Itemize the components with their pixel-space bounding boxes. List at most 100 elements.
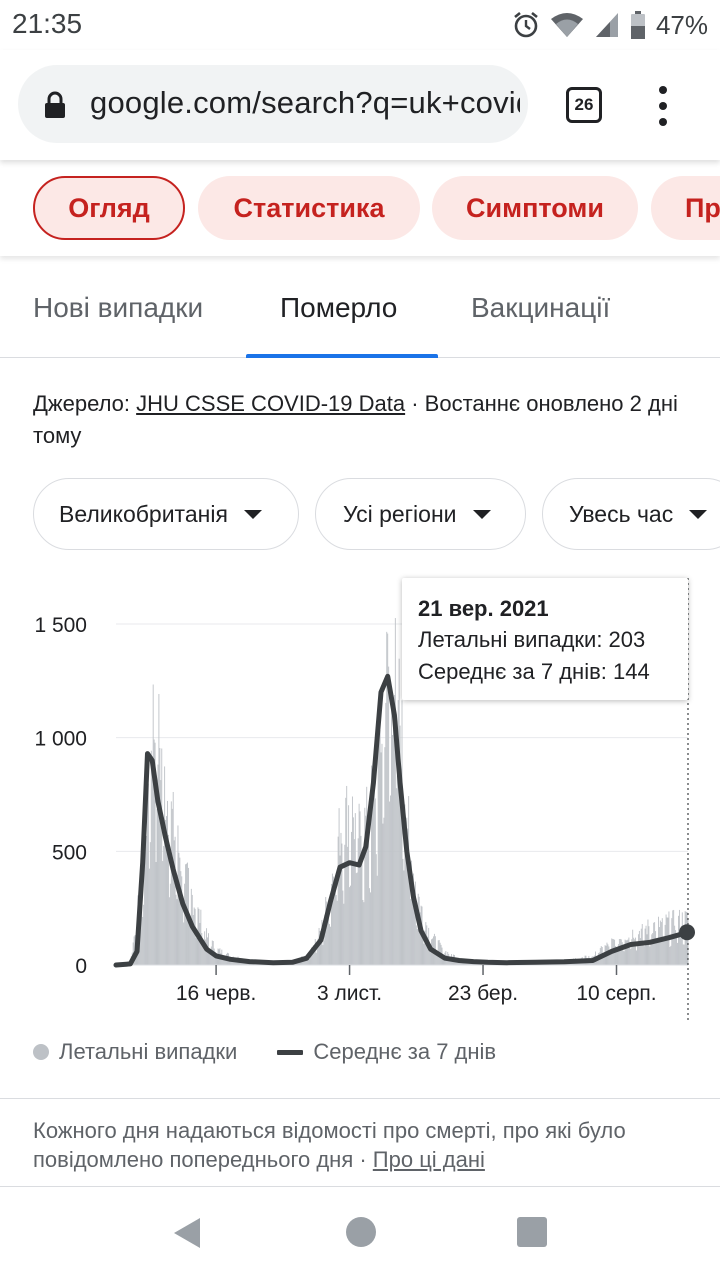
bar: [642, 941, 644, 965]
bar: [380, 752, 382, 965]
period-dropdown[interactable]: Увесь час: [542, 478, 720, 550]
bar: [210, 946, 212, 965]
bar: [630, 948, 632, 965]
bar: [349, 887, 351, 965]
chip-overview[interactable]: Огляд: [33, 176, 185, 240]
bar: [651, 934, 653, 965]
bar: [344, 844, 346, 965]
highlight-point: [679, 924, 695, 941]
bar: [364, 807, 366, 965]
url-text[interactable]: google.com/search?q=uk+covid: [90, 85, 520, 120]
url-bar[interactable]: google.com/search?q=uk+covid: [18, 65, 528, 143]
bar: [334, 880, 336, 965]
bar: [631, 939, 633, 965]
bar: [336, 900, 338, 965]
region-dropdown[interactable]: Усі регіони: [315, 478, 526, 550]
bar: [470, 962, 472, 965]
tab-new-cases[interactable]: Нові випадки: [33, 292, 204, 323]
bar: [395, 788, 397, 965]
tab-vaccinations[interactable]: Вакцинації: [471, 292, 611, 323]
bar: [376, 875, 378, 965]
bar: [628, 937, 630, 965]
tab-switcher-button[interactable]: 26: [566, 87, 602, 123]
chart-svg[interactable]: 0 500 1 000 1 500 16 черв. 3 лист. 23 бер. 10 с…: [0, 570, 720, 1030]
bar: [337, 836, 339, 965]
bar: [390, 795, 392, 965]
more-vert-icon[interactable]: [651, 86, 675, 126]
chip-symptoms[interactable]: Симптоми: [432, 176, 638, 240]
bar: [675, 930, 677, 965]
deaths-chart[interactable]: 0 500 1 000 1 500 16 черв. 3 лист. 23 бер. 10 с…: [0, 570, 720, 1030]
y-tick-label: 0: [75, 955, 87, 978]
bar: [228, 960, 230, 965]
bar: [678, 915, 679, 965]
bar: [610, 951, 612, 965]
bar: [645, 925, 647, 965]
bar: [157, 764, 159, 965]
bar: [160, 780, 162, 965]
source-link[interactable]: JHU CSSE COVID-19 Data: [136, 391, 406, 416]
bar: [215, 957, 217, 965]
bar: [340, 832, 342, 965]
country-dropdown-value: Великобританія: [59, 500, 228, 527]
bar: [618, 939, 620, 965]
y-tick-label: 1 500: [34, 614, 87, 637]
bar: [652, 933, 654, 965]
series-line-7day-average: [113, 673, 691, 968]
bar: [310, 947, 312, 965]
country-dropdown[interactable]: Великобританія: [33, 478, 299, 550]
bar: [208, 950, 210, 965]
bar: [354, 813, 356, 965]
bar: [330, 926, 331, 965]
bar: [391, 690, 392, 965]
tab-deaths[interactable]: Померло: [280, 292, 398, 323]
bar: [455, 961, 457, 965]
home-icon[interactable]: [346, 1217, 376, 1247]
bar: [312, 945, 314, 965]
source-prefix: Джерело:: [33, 391, 137, 416]
bar: [302, 960, 304, 965]
bar: [619, 938, 621, 965]
bar: [430, 952, 432, 965]
bar: [179, 857, 181, 965]
back-icon[interactable]: [172, 1216, 202, 1250]
bar: [143, 904, 145, 965]
legend-bars-swatch: [33, 1044, 49, 1060]
wifi-icon: [550, 13, 583, 37]
bar: [399, 725, 401, 965]
bar: [357, 838, 359, 965]
bar: [236, 961, 238, 965]
bar: [401, 700, 403, 965]
bar: [163, 845, 165, 965]
bar: [306, 957, 308, 965]
status-time: 21:35: [12, 8, 83, 39]
bar: [324, 914, 326, 965]
topic-chips: Огляд Статистика Симптоми Профілактика: [0, 162, 720, 256]
divider: [0, 1098, 720, 1099]
bar: [375, 854, 377, 965]
bar: [182, 904, 184, 965]
bar: [339, 855, 341, 965]
bar: [165, 819, 167, 965]
bar: [629, 947, 631, 965]
recents-icon[interactable]: [517, 1217, 547, 1247]
bar: [203, 943, 205, 965]
bar: [383, 817, 385, 965]
bar: [144, 831, 146, 965]
about-data-link[interactable]: Про ці дані: [372, 1147, 485, 1172]
bar: [623, 951, 625, 965]
bar: [670, 945, 672, 965]
bar: [655, 931, 657, 965]
bar: [415, 925, 417, 965]
bar: [338, 808, 340, 965]
bar: [365, 815, 367, 965]
bar: [362, 899, 364, 965]
chip-statistics[interactable]: Статистика: [198, 176, 420, 240]
chart-tooltip: 21 вер. 2021 Летальні випадки: 203 Серед…: [402, 578, 688, 700]
bar: [679, 928, 681, 965]
bar: [624, 939, 626, 965]
bar: [657, 940, 658, 965]
bar: [205, 939, 207, 965]
chip-prevention[interactable]: Профілактика: [651, 176, 720, 240]
bar: [635, 937, 637, 965]
